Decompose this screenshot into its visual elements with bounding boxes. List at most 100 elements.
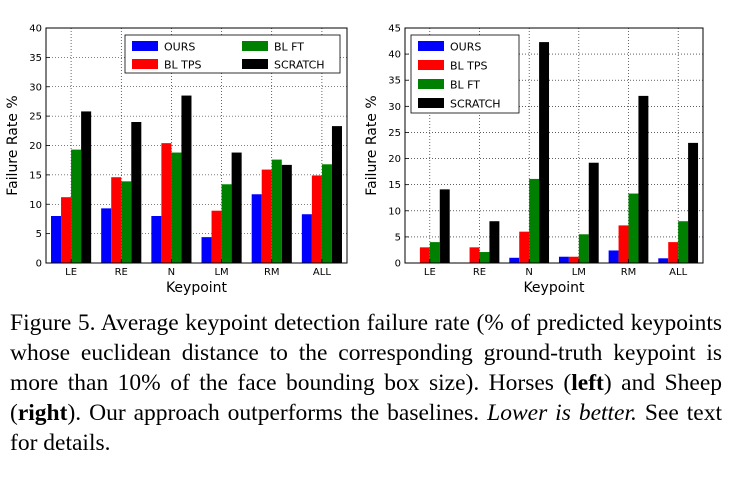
bar-bl-tps-lm	[211, 210, 222, 263]
bar-bl-ft-all	[678, 221, 689, 263]
x-tick-label: RM	[264, 267, 280, 278]
y-tick-label: 35	[388, 76, 401, 87]
legend-label: BL FT	[274, 41, 304, 54]
bar-ours-n	[509, 257, 520, 263]
chart-left: 0 5 10 15 20 25 30 35 40 LE RE N LM RM ALL Keypoint Fail…	[5, 24, 348, 296]
legend-swatch	[418, 98, 444, 108]
bar-scratch-re	[489, 221, 500, 263]
bar-bl-tps-all	[311, 175, 322, 263]
legend-label: BL TPS	[450, 60, 488, 73]
y-tick-label: 40	[29, 24, 42, 35]
bar-bl-ft-lm	[221, 184, 232, 263]
bar-ours-n	[151, 216, 162, 263]
bar-bl-tps-all	[668, 242, 679, 263]
legend-label: SCRATCH	[274, 59, 325, 72]
figure: 0 5 10 15 20 25 30 35 40 LE RE N LM RM ALL Keypoint Fail…	[5, 24, 704, 296]
y-tick-label: 5	[395, 232, 401, 243]
bar-bl-ft-all	[321, 164, 332, 263]
bar-bl-ft-le	[429, 242, 440, 263]
bar-ours-all	[301, 214, 312, 263]
legend-label: BL TPS	[164, 59, 202, 72]
chart-right: 0 5 10 15 20 25 30 35 40 45 LE RE N LM RM ALL Keypoint Fa…	[364, 24, 704, 296]
y-tick-label: 10	[29, 200, 42, 211]
legend-label: OURS	[164, 41, 195, 54]
caption-text-4: See text for details.	[10, 400, 722, 456]
legend-swatch	[418, 79, 444, 89]
bar-scratch-n	[539, 42, 550, 263]
bar-bl-tps-n	[519, 231, 530, 263]
legend-swatch	[418, 41, 444, 51]
bar-scratch-rm	[281, 164, 292, 263]
bar-ours-re	[101, 208, 112, 263]
caption-text-1: Average keypoint detection failure rate …	[10, 310, 722, 396]
x-axis-label: Keypoint	[166, 280, 228, 296]
x-tick-label: LE	[65, 267, 77, 278]
bar-bl-ft-rm	[628, 193, 639, 263]
y-tick-label: 25	[388, 128, 401, 139]
x-tick-label: ALL	[669, 267, 687, 278]
bar-bl-tps-le	[61, 197, 72, 263]
bar-bl-tps-re	[111, 177, 122, 263]
bar-ours-lm	[558, 256, 569, 263]
figure-caption: Figure 5. Average keypoint detection fai…	[10, 308, 722, 458]
caption-bold-left: left	[571, 370, 604, 396]
plot-frame	[404, 27, 704, 264]
x-tick-label: ALL	[313, 267, 331, 278]
y-tick-label: 30	[29, 82, 42, 93]
x-tick-label: N	[525, 267, 532, 278]
x-tick-label: LE	[424, 267, 436, 278]
y-tick-label: 25	[29, 112, 42, 123]
y-tick-label: 20	[388, 154, 401, 165]
bar-bl-tps-re	[469, 247, 480, 263]
bar-bl-ft-re	[479, 252, 490, 263]
legend-swatch	[132, 41, 158, 51]
y-tick-label: 10	[388, 206, 401, 217]
bar-scratch-all	[688, 142, 699, 263]
bar-bl-tps-rm	[618, 225, 629, 263]
x-tick-label: RM	[621, 267, 637, 278]
y-tick-label: 0	[36, 259, 42, 270]
bar-scratch-all	[331, 126, 342, 263]
legend-box	[124, 34, 341, 74]
bar-scratch-lm	[231, 152, 242, 263]
legend-swatch	[418, 60, 444, 70]
bar-bl-ft-n	[529, 178, 540, 263]
bar-ours-all	[658, 258, 669, 263]
bar-ours-rm	[608, 250, 619, 263]
legend-label: SCRATCH	[450, 98, 501, 111]
bar-scratch-re	[131, 122, 142, 263]
y-tick-label: 15	[29, 170, 42, 181]
bar-scratch-le	[439, 189, 450, 263]
x-tick-label: RE	[115, 267, 128, 278]
x-tick-label: N	[168, 267, 175, 278]
legend-swatch	[242, 59, 268, 69]
x-axis-label: Keypoint	[523, 280, 585, 296]
bar-scratch-le	[81, 111, 92, 263]
caption-text-3: ). Our approach outperforms the baseline…	[67, 400, 488, 426]
y-tick-label: 20	[29, 141, 42, 152]
y-tick-label: 40	[388, 50, 401, 61]
y-tick-label: 45	[388, 24, 401, 35]
y-axis-label: Failure Rate %	[5, 95, 21, 195]
legend-label: BL FT	[450, 79, 480, 92]
legend-label: OURS	[450, 41, 481, 54]
y-tick-label: 30	[388, 102, 401, 113]
bar-bl-ft-le	[71, 149, 82, 263]
caption-italic: Lower is better.	[487, 400, 637, 426]
y-tick-label: 0	[395, 259, 401, 270]
bar-bl-ft-n	[171, 152, 182, 263]
legend-swatch	[132, 59, 158, 69]
bar-bl-tps-n	[161, 143, 172, 263]
x-tick-label: LM	[214, 267, 228, 278]
bar-bl-ft-rm	[271, 159, 282, 263]
y-tick-label: 5	[36, 229, 42, 240]
bar-ours-le	[51, 216, 62, 263]
bar-bl-ft-re	[121, 181, 132, 263]
caption-label: Figure 5.	[10, 310, 96, 336]
bar-ours-lm	[201, 237, 212, 263]
bar-bl-tps-rm	[261, 169, 272, 263]
y-tick-label: 35	[29, 53, 42, 64]
bar-scratch-rm	[638, 95, 649, 263]
bar-bl-tps-le	[419, 247, 430, 263]
legend: OURS BL TPS BL FT SCRATCH	[124, 34, 341, 74]
